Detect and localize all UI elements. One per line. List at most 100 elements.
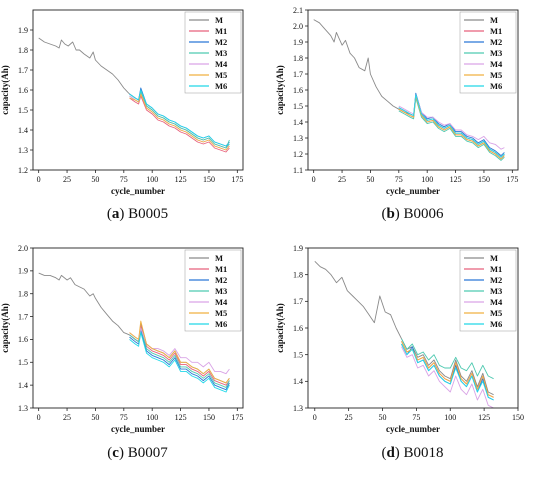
panel-a-xtick-label: 150 <box>203 175 215 184</box>
panel-a-ytick-label: 1.7 <box>18 66 28 75</box>
panel-a-ytick-label: 1.9 <box>18 26 28 35</box>
panel-c-legend-label-M6: M6 <box>215 319 227 329</box>
panel-d-ytick-label: 1.8 <box>293 270 303 279</box>
caption-d-label: d <box>386 445 395 461</box>
caption-b-text: B0006 <box>403 206 444 222</box>
panel-c-ytick-label: 1.8 <box>18 290 28 299</box>
panel-c-ytick-label: 1.5 <box>18 358 28 367</box>
panel-b-ytick-label: 1.8 <box>293 54 303 63</box>
panel-c-ytick-label: 1.6 <box>18 335 28 344</box>
panel-b-series-line-M6 <box>398 94 505 158</box>
panel-a-plot-frame <box>32 9 244 171</box>
panel-a-legend-label-M1: M1 <box>215 26 227 36</box>
panel-c-legend-label-M3: M3 <box>215 286 227 296</box>
panel-c-legend-label-M: M <box>215 253 223 263</box>
panel-c-series-line-M6 <box>129 332 230 393</box>
caption-d: (d) B0018 <box>381 445 444 461</box>
panel-d-xtick-label: 50 <box>379 413 387 422</box>
panel-b-legend-label-M2: M2 <box>490 37 502 47</box>
panel-c-ytick-label: 1.3 <box>18 404 28 413</box>
panel-c-xtick-label: 25 <box>63 413 71 422</box>
panel-b-ytick-label: 1.3 <box>293 134 303 143</box>
panel-d-series-line-M6 <box>401 343 494 401</box>
panel-d-series-line-M5 <box>401 341 494 398</box>
panel-b-x-axis-label: cycle_number <box>386 186 440 196</box>
panel-a-y-axis-label: capacity(Ah) <box>0 65 10 115</box>
panel-b-legend-label-M: M <box>490 15 498 25</box>
panel-d-legend-label-M: M <box>490 253 498 263</box>
panel-a-series-line-M3 <box>129 91 230 149</box>
panel-c-xtick-label: 100 <box>146 413 158 422</box>
panel-a-ytick-label: 1.6 <box>18 86 28 95</box>
panel-d-legend-label-M1: M1 <box>490 264 502 274</box>
caption-c: (c) B0007 <box>107 445 168 461</box>
panel-b-y-axis-label: capacity(Ah) <box>275 65 285 115</box>
caption-b-label: b <box>386 206 395 222</box>
panel-c-series-line-M4 <box>129 327 230 375</box>
panel-d-xtick-label: 125 <box>478 413 490 422</box>
panel-a-ytick-label: 1.8 <box>18 46 28 55</box>
caption-b: (b) B0006 <box>381 206 444 222</box>
panel-c-xtick-label: 150 <box>203 413 215 422</box>
chart-panel-b: 1.1 1.2 1.3 1.4 1.5 1.6 1.7 1.8 1.9 2.0 2.1 0 25 50 75… <box>275 6 519 196</box>
panel-b-legend-label-M1: M1 <box>490 26 502 36</box>
panel-b-ytick-label: 1.4 <box>293 118 303 127</box>
panel-c-xtick-label: 0 <box>37 413 41 422</box>
caption-c-text: B0007 <box>127 445 168 461</box>
panel-d-series-line-M3 <box>401 338 494 380</box>
panel-b-xtick-label: 150 <box>478 175 490 184</box>
panel-c-ytick-label: 2.0 <box>18 244 28 253</box>
caption-d-text: B0018 <box>403 445 444 461</box>
panel-c-xtick-label: 125 <box>175 413 187 422</box>
panel-d-xtick-label: 100 <box>444 413 456 422</box>
panel-d-ytick-label: 1.6 <box>293 324 303 333</box>
panel-b-ytick-label: 2.1 <box>293 6 303 15</box>
panel-b-ytick-label: 1.6 <box>293 86 303 95</box>
panel-d-xtick-label: 150 <box>512 413 524 422</box>
chart-panel-d: 1.3 1.4 1.5 1.6 1.7 1.8 1.9 0 25 50 75 100 125 150 cyc… <box>275 244 524 434</box>
panel-a-legend-label-M2: M2 <box>215 37 227 47</box>
panel-a-xtick-label: 0 <box>37 175 41 184</box>
panel-a-xtick-label: 50 <box>91 175 99 184</box>
panel-b-ytick-label: 1.2 <box>293 150 303 159</box>
panel-a-legend-label-M6: M6 <box>215 81 227 91</box>
panel-b-xtick-label: 100 <box>421 175 433 184</box>
panel-a-xtick-label: 125 <box>175 175 187 184</box>
panel-b-xtick-label: 125 <box>450 175 462 184</box>
caption-a-label: a <box>111 206 120 222</box>
panel-a-ytick-label: 1.2 <box>18 166 28 175</box>
panel-d-ytick-label: 1.4 <box>293 377 303 386</box>
panel-c-ytick-label: 1.9 <box>18 267 28 276</box>
chart-panel-a: 1.2 1.3 1.4 1.5 1.6 1.7 1.8 1.9 0 25 50 75 100 125 150… <box>0 9 244 196</box>
panel-a-series-line-M1 <box>129 95 230 153</box>
panel-b-ytick-label: 1.7 <box>293 70 303 79</box>
panel-b-legend-label-M4: M4 <box>490 59 503 69</box>
panel-d-legend-label-M6: M6 <box>490 319 502 329</box>
panel-b-ytick-label: 2.0 <box>293 22 303 31</box>
panel-d-legend-label-M4: M4 <box>490 297 503 307</box>
panel-c-legend-label-M4: M4 <box>215 297 228 307</box>
panel-a-ytick-label: 1.3 <box>18 146 28 155</box>
panel-c-xtick-label: 175 <box>231 413 243 422</box>
panel-b-ytick-label: 1.1 <box>293 166 303 175</box>
panel-d-legend-label-M5: M5 <box>490 308 502 318</box>
panel-b-xtick-label: 50 <box>366 175 374 184</box>
caption-a: (a) B0005 <box>106 206 169 222</box>
panel-c-x-axis-label: cycle_number <box>111 424 165 434</box>
panel-c-legend-label-M2: M2 <box>215 275 227 285</box>
panel-d-legend-box <box>459 249 517 332</box>
panel-b-legend-label-M5: M5 <box>490 70 502 80</box>
panel-c-legend-label-M1: M1 <box>215 264 227 274</box>
panel-a-legend-label-M4: M4 <box>215 59 228 69</box>
panel-b-xtick-label: 175 <box>506 175 518 184</box>
panel-b-legend-label-M6: M6 <box>490 81 502 91</box>
panel-c-ytick-label: 1.7 <box>18 312 28 321</box>
panel-a-legend-label-M3: M3 <box>215 48 227 58</box>
panel-c-series-line-M1 <box>129 325 230 386</box>
panel-c-series-line-M2 <box>129 329 230 391</box>
panel-a-legend-label-M5: M5 <box>215 70 227 80</box>
panel-c-series-line-M5 <box>129 320 230 384</box>
caption-c-label: c <box>112 445 119 461</box>
panel-d-plot-frame <box>307 247 519 409</box>
